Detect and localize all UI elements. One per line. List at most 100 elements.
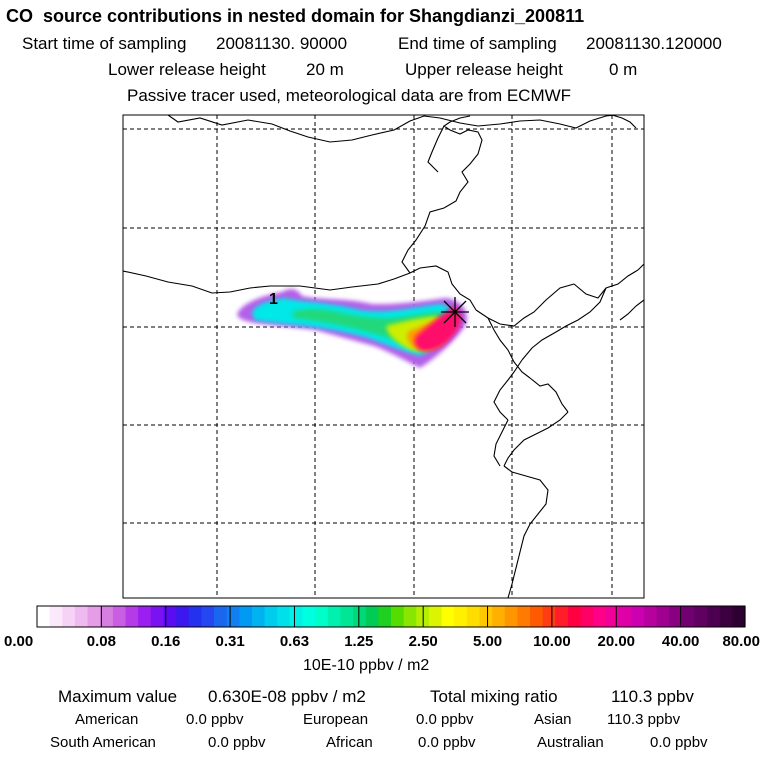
max-value-label: Maximum value [58,687,178,706]
colorbar-cell [492,606,506,627]
colorbar-cell [403,606,417,627]
colorbar-cell [353,606,367,627]
coast-korea [619,299,644,321]
tracer-note: Passive tracer used, meteorological data… [127,86,572,105]
colorbar-cell [315,606,329,627]
colorbar-cell [87,606,101,627]
total-mixing-value: 110.3 ppbv [611,687,694,706]
upper-height-label: Upper release height [405,60,563,79]
colorbar-cell [391,606,405,627]
colorbar-cell [100,606,114,627]
colorbar-cell [643,606,658,627]
colorbar-cell [694,606,708,627]
region-value: 0.0 ppbv [208,734,266,751]
upper-height-value: 0 m [609,60,638,79]
colorbar-cell [504,606,519,627]
colorbar-cell [441,606,455,627]
coastlines [123,115,644,598]
colorbar-cell [214,606,228,627]
colorbar-cell [302,606,316,627]
colorbar-cell [226,606,240,627]
region-name: South American [50,734,156,751]
colorbar-tick-label: 5.00 [473,633,502,650]
colorbar-cell [378,606,392,627]
colorbar-cell [732,606,746,627]
colorbar-cell [669,606,683,627]
colorbar-cell [631,606,645,627]
map-frame [122,114,645,599]
colorbar-cell [593,606,607,627]
coast-jiangsu [503,411,569,467]
colorbar-cell [37,606,51,627]
colorbar-tick-label: 20.00 [597,633,635,650]
region-name: Australian [537,734,604,751]
border-east [401,115,483,274]
colorbar-cell [150,606,165,627]
colorbar-cell [707,606,721,627]
region-value: 0.0 ppbv [650,734,708,751]
colorbar-cell [530,606,544,627]
lower-height-value: 20 m [306,60,344,79]
colorbar-cell [605,606,620,627]
colorbar-cell [289,606,304,627]
coast-shandong [529,377,569,413]
colorbar-unit: 10E-10 ppbv / m2 [303,657,430,674]
colorbar-cell [568,606,582,627]
colorbar-cell [466,606,481,627]
colorbar-ticks [36,606,746,627]
region-value: 0.0 ppbv [418,734,476,751]
coast-korea-bay [521,287,607,361]
colorbar-tick-label: 0.63 [280,633,309,650]
colorbar-cell [74,606,89,627]
end-time-value: 20081130.120000 [586,34,722,53]
colorbar-cell [454,606,468,627]
colorbar-tick-label: 10.00 [533,633,571,650]
colorbar-cell [125,606,139,627]
colorbar-cell [340,606,354,627]
colorbar-cell [176,606,190,627]
border-shandong-north [475,283,575,327]
region-name: African [326,734,373,751]
coast-inner [493,419,509,467]
coast-bohai [487,317,531,379]
colorbar-cell [264,606,278,627]
map-marker-label: 1 [269,291,278,308]
border-middle [123,270,411,294]
border-north [167,115,617,143]
border-inner-north [427,125,445,173]
region-value: 0.0 ppbv [416,711,474,728]
colorbar-cells [37,606,746,627]
colorbar-cell [62,606,76,627]
coast-northeast [611,115,637,129]
coast-liaodong [573,263,644,299]
colorbar-cell [163,606,177,627]
max-value: 0.630E-08 ppbv / m2 [208,687,366,706]
colorbar-cell [239,606,253,627]
end-time-label: End time of sampling [398,34,557,53]
colorbar-cell [251,606,266,627]
region-name: European [303,711,369,728]
colorbar-tick-label: 0.08 [87,633,116,650]
colorbar-cell [112,606,127,627]
region-name: American [75,711,139,728]
colorbar-cell [542,606,556,627]
colorbar-cell [138,606,152,627]
colorbar-cell [201,606,215,627]
colorbar-cell [555,606,569,627]
colorbar-cell [277,606,291,627]
colorbar-tick-label: 2.50 [409,633,438,650]
colorbar-cell [479,606,493,627]
colorbar-cell [428,606,443,627]
colorbar-cell [188,606,202,627]
colorbar-cell [719,606,733,627]
coast-east-china [503,465,549,598]
colorbar-cell [656,606,670,627]
start-time-value: 20081130. 90000 [216,34,348,53]
lower-height-label: Lower release height [108,60,266,79]
colorbar-cell [517,606,531,627]
colorbar-tick-label: 0.00 [4,633,33,650]
colorbar-cell [49,606,63,627]
colorbar-cell [580,606,594,627]
